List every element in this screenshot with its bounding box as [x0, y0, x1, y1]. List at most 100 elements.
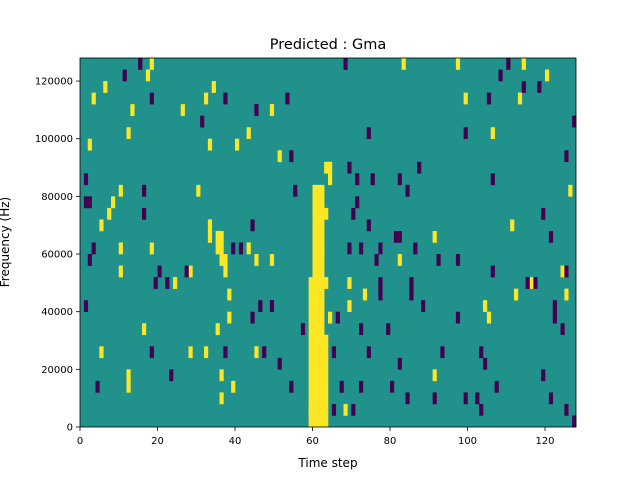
heatmap-cell-high	[173, 277, 178, 289]
heatmap-cell-low	[359, 242, 364, 255]
heatmap-cell-low	[91, 242, 96, 255]
heatmap-cell-high	[324, 207, 329, 220]
heatmap-cell-low	[405, 392, 410, 405]
x-axis-ticks: 0 20 40 60 80 100 120	[77, 427, 555, 447]
heatmap-cell-low	[440, 346, 445, 359]
heatmap-cell-high	[312, 196, 317, 209]
x-tick-label: 120	[535, 436, 554, 447]
heatmap-cell-high	[517, 92, 523, 105]
heatmap-cell-high	[312, 380, 317, 393]
heatmap-cell-low	[200, 115, 205, 128]
heatmap-cell-high	[312, 346, 317, 359]
heatmap-cell-low	[83, 300, 89, 312]
heatmap-cell-high	[308, 415, 313, 428]
heatmap-cell-high	[211, 81, 216, 93]
heatmap-cell-high	[312, 184, 317, 197]
heatmap-cell-high	[223, 265, 228, 278]
heatmap-cell-high	[118, 184, 123, 197]
heatmap-cell-high	[207, 219, 213, 232]
heatmap-cell-high	[312, 311, 317, 324]
heatmap-cell-high	[126, 369, 131, 382]
heatmap-cell-high	[324, 392, 329, 405]
heatmap-cell-low	[409, 288, 414, 301]
heatmap-cell-low	[506, 58, 511, 70]
heatmap-cell-low	[490, 173, 495, 186]
heatmap-cell-low	[87, 196, 92, 209]
heatmap-cell-low	[153, 277, 158, 289]
heatmap-cell-high	[320, 369, 325, 382]
heatmap-cell-low	[83, 173, 89, 186]
heatmap-cell-low	[378, 277, 383, 289]
heatmap-cell-high	[316, 265, 321, 278]
heatmap-cell-low	[409, 277, 414, 289]
x-tick-label: 100	[458, 436, 477, 447]
heatmap-cell-high	[316, 369, 321, 382]
x-tick-label: 40	[229, 436, 242, 447]
y-tick-label: 20000	[41, 365, 73, 376]
heatmap-cell-low	[397, 357, 402, 370]
heatmap-cell-high	[324, 369, 329, 382]
heatmap-cell-low	[494, 380, 499, 393]
heatmap-cell-high	[99, 346, 104, 359]
heatmap-cell-low	[184, 265, 189, 278]
heatmap-cell-low	[95, 380, 100, 393]
heatmap-cell-low	[541, 207, 546, 220]
heatmap-cell-high	[514, 288, 519, 301]
heatmap-cell-low	[258, 300, 263, 312]
heatmap-cell-high	[118, 242, 123, 255]
heatmap-cell-high	[126, 127, 131, 140]
heatmap-cell-high	[347, 277, 352, 289]
heatmap-cell-high	[316, 184, 321, 197]
heatmap-cell-high	[277, 150, 282, 163]
heatmap-cell-high	[312, 300, 317, 312]
heatmap-cell-high	[246, 127, 251, 140]
heatmap-cell-high	[227, 311, 232, 324]
heatmap-cell-high	[254, 346, 259, 359]
heatmap-cell-low	[366, 346, 371, 359]
heatmap-cell-high	[320, 380, 325, 393]
heatmap-cell-high	[455, 58, 461, 70]
heatmap-cell-high	[269, 254, 275, 266]
heatmap-cell-low	[331, 403, 337, 416]
heatmap-cell-high	[320, 207, 325, 220]
heatmap-cell-low	[564, 265, 569, 278]
heatmap-cell-high	[463, 92, 468, 105]
heatmap-cell-high	[312, 219, 317, 232]
heatmap-cell-high	[529, 277, 534, 289]
heatmap-cell-high	[207, 230, 213, 243]
heatmap-cell-low	[405, 184, 410, 197]
heatmap-cell-low	[169, 369, 174, 382]
heatmap-cell-high	[204, 346, 209, 359]
heatmap-cell-low	[564, 403, 569, 416]
heatmap-cell-low	[486, 92, 492, 105]
heatmap-cell-low	[149, 346, 154, 359]
heatmap-cell-high	[312, 403, 317, 416]
heatmap-cell-high	[149, 242, 154, 255]
heatmap-cell-low	[483, 357, 488, 370]
heatmap-cell-low	[370, 173, 375, 186]
heatmap-cell-high	[324, 415, 329, 428]
heatmap-cell-low	[254, 104, 259, 116]
heatmap-cell-high	[320, 346, 325, 359]
heatmap-cell-high	[219, 392, 224, 405]
heatmap-cell-high	[320, 254, 325, 266]
heatmap-cell-low	[285, 92, 290, 105]
heatmap-cell-high	[312, 323, 317, 336]
heatmap-cell-low	[347, 161, 352, 174]
heatmap-cell-high	[308, 403, 313, 416]
heatmap-cell-high	[308, 392, 313, 405]
heatmap-cell-high	[316, 196, 321, 209]
heatmap-cell-high	[312, 369, 317, 382]
heatmap-cell-high	[316, 334, 321, 347]
heatmap-cell-high	[560, 265, 565, 278]
heatmap-cell-high	[126, 380, 131, 393]
heatmap-cell-low	[223, 346, 228, 359]
heatmap-cell-low	[572, 415, 577, 428]
heatmap-cell-high	[223, 254, 228, 266]
heatmap-cell-low	[436, 254, 441, 266]
heatmap-cell-high	[219, 254, 224, 266]
heatmap-cell-high	[320, 196, 325, 209]
heatmap-cell-high	[316, 300, 321, 312]
heatmap-cell-high	[320, 288, 325, 301]
